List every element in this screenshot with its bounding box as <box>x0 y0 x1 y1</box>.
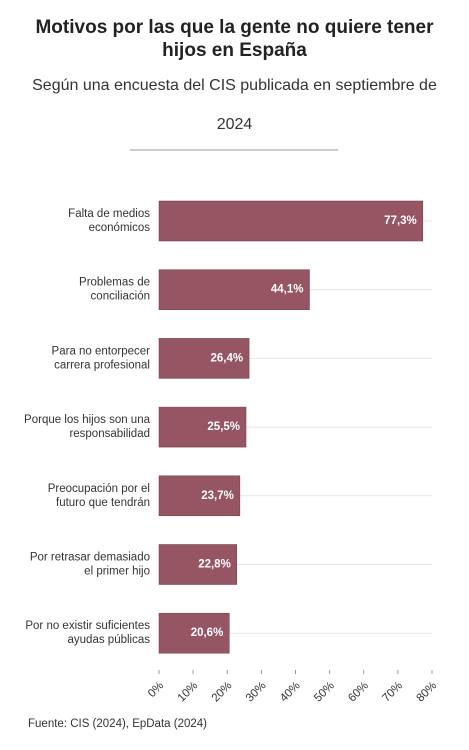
value-label: 26,4% <box>210 352 243 364</box>
y-tick-label-line: Por no existir suficientes <box>25 620 150 632</box>
x-tick-label: 20% <box>210 680 235 705</box>
bar <box>158 269 310 310</box>
chart-subtitle: Según una encuesta del CIS publicada en … <box>32 77 437 133</box>
value-label: 20,6% <box>191 627 224 639</box>
y-tick-label-line: el primer hijo <box>84 566 150 578</box>
y-tick-label-line: Por retrasar demasiado <box>30 552 150 564</box>
x-tick-label: 0% <box>146 680 166 700</box>
y-tick-label: Preocupación por el futuro que tendrán <box>48 483 150 509</box>
y-tick-label-line: responsabilidad <box>69 428 150 440</box>
chart-title: Motivos por las que la gente no quiere t… <box>35 17 434 61</box>
bar <box>158 200 424 242</box>
y-tick-label-line: ayudas públicas <box>68 634 151 646</box>
x-tick-label: 30% <box>244 680 269 705</box>
value-label: 22,8% <box>198 559 231 571</box>
y-tick-label-line: económicos <box>89 222 151 234</box>
x-tick-label: 40% <box>278 680 303 705</box>
x-tick-label: 50% <box>312 680 337 705</box>
value-label: 44,1% <box>271 284 304 296</box>
y-tick-label-line: carrera profesional <box>54 359 150 371</box>
bar <box>158 544 238 585</box>
y-tick-label-line: conciliación <box>91 291 150 303</box>
bar <box>158 406 247 448</box>
y-tick-label-line: Falta de medios <box>68 208 150 220</box>
bar <box>158 612 230 654</box>
source: Fuente: CIS (2024), EpData (2024) <box>28 718 207 730</box>
x-tick-label: 10% <box>176 680 201 705</box>
x-tick-label: 80% <box>414 680 439 705</box>
y-tick-label-line: Porque los hijos son una <box>24 414 151 426</box>
x-tick-label: 70% <box>380 680 405 705</box>
y-tick-label-line: Para no entorpecer <box>52 345 151 357</box>
y-tick-label: Por no existir suficientes ayudas pública… <box>25 620 150 646</box>
y-tick-label-line: futuro que tendrán <box>56 497 150 509</box>
value-label: 25,5% <box>207 421 240 433</box>
value-label: 77,3% <box>384 215 417 227</box>
bar <box>158 338 250 379</box>
value-label: 23,7% <box>201 490 234 502</box>
y-tick-label: Para no entorpecer carrera profesional <box>52 345 151 371</box>
y-tick-label-line: Preocupación por el <box>48 483 150 495</box>
y-tick-label: Por retrasar demasiado el primer hijo <box>30 552 150 578</box>
y-tick-label: Falta de medios económicos <box>68 208 150 234</box>
y-tick-label: Problemas de conciliación <box>79 277 150 303</box>
y-tick-label-line: Problemas de <box>79 277 150 289</box>
x-tick-label: 60% <box>346 680 371 705</box>
bar <box>158 475 241 517</box>
y-tick-label: Porque los hijos son una responsabilidad <box>24 414 151 440</box>
